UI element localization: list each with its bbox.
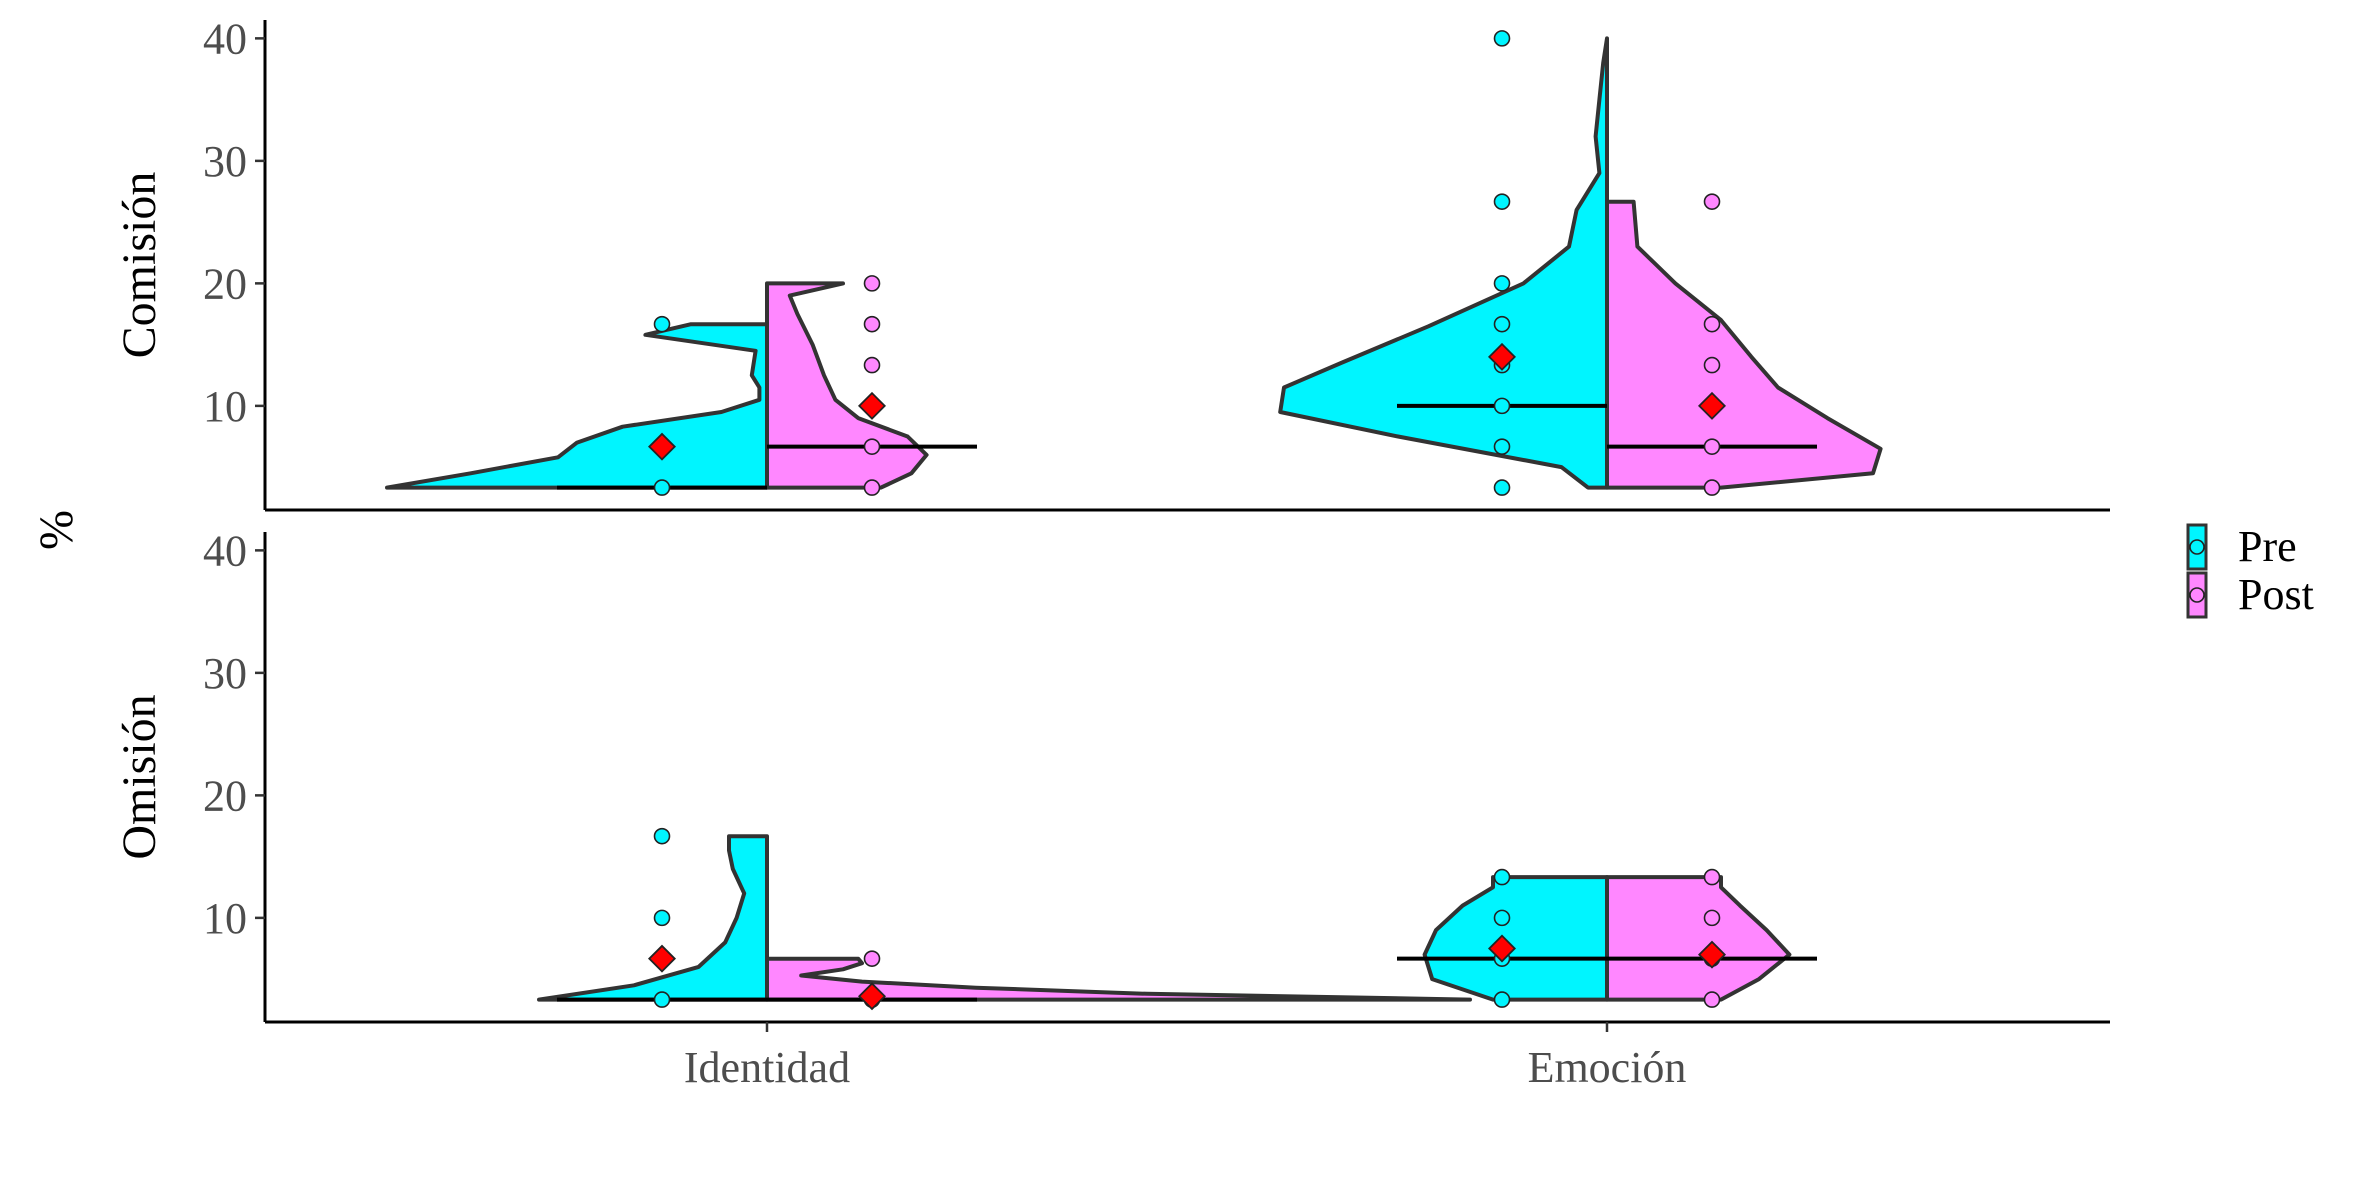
- pre-half-violin: [385, 322, 769, 490]
- y-tick-label: 20: [203, 259, 247, 308]
- legend-point-pre: [2189, 539, 2205, 555]
- post-data-point: [1703, 193, 1721, 210]
- group-identidad: [537, 834, 1472, 1002]
- group-identidad: [385, 281, 929, 490]
- y-axis-title: %: [30, 510, 83, 550]
- group-emoción: [1422, 875, 1792, 1002]
- post-half-violin: [1605, 199, 1883, 490]
- pre-half-violin: [537, 834, 769, 1002]
- post-half-violin: [1605, 875, 1792, 1002]
- overlays: [557, 827, 1817, 1011]
- pre-data-point: [653, 315, 671, 333]
- x-tick-label: Identidad: [684, 1043, 850, 1092]
- pre-data-point: [653, 827, 671, 845]
- panel-1: Comisión 10 20 30 40: [113, 14, 2110, 512]
- post-data-point: [1703, 356, 1721, 374]
- pre-mean-marker: [647, 944, 677, 973]
- panels: Comisión 10 20 30 40 Omisión 10 20 30 40: [113, 14, 2110, 1024]
- pre-mean-marker: [1487, 934, 1517, 963]
- post-half-violin: [765, 956, 1472, 1002]
- y-tick-label: 10: [203, 382, 247, 431]
- pre-data-point: [1493, 30, 1511, 47]
- violins: [537, 834, 1792, 1002]
- pre-data-point: [1493, 909, 1511, 927]
- post-mean-marker: [1697, 940, 1727, 969]
- violins: [385, 36, 1883, 490]
- pre-data-point: [1493, 479, 1511, 496]
- group-emoción: [1278, 36, 1883, 490]
- pre-data-point: [1493, 991, 1511, 1008]
- pre-data-point: [1493, 315, 1511, 333]
- pre-data-point: [1493, 275, 1511, 292]
- post-data-point: [1703, 479, 1721, 496]
- x-axis: Identidad Emoción: [684, 1022, 1687, 1092]
- post-data-point: [863, 275, 881, 292]
- post-mean-marker: [857, 982, 887, 1011]
- y-tick-label: 20: [203, 771, 247, 820]
- x-tick-label: Emoción: [1528, 1043, 1687, 1092]
- post-data-point: [1703, 315, 1721, 333]
- legend-point-post: [2189, 587, 2205, 603]
- y-tick-label: 30: [203, 137, 247, 186]
- post-data-point: [863, 315, 881, 333]
- panel-label: Omisión: [113, 694, 166, 859]
- pre-mean-marker: [1487, 342, 1517, 371]
- pre-data-point: [1493, 438, 1511, 455]
- post-data-point: [863, 479, 881, 496]
- pre-data-point: [653, 909, 671, 927]
- post-data-point: [1703, 868, 1721, 886]
- post-half-violin: [765, 281, 929, 490]
- pre-data-point: [1493, 193, 1511, 210]
- post-data-point: [1703, 909, 1721, 927]
- overlays: [557, 30, 1817, 496]
- pre-data-point: [1493, 868, 1511, 886]
- post-mean-marker: [857, 391, 887, 420]
- pre-data-point: [653, 991, 671, 1008]
- legend-label: Post: [2238, 570, 2314, 619]
- pre-half-violin: [1278, 36, 1609, 490]
- post-data-point: [863, 950, 881, 967]
- post-data-point: [1703, 991, 1721, 1008]
- pre-data-point: [653, 479, 671, 496]
- post-data-point: [863, 438, 881, 455]
- panel-label: Comisión: [113, 172, 166, 359]
- post-mean-marker: [1697, 391, 1727, 420]
- post-data-point: [863, 356, 881, 374]
- pre-data-point: [1493, 397, 1511, 415]
- y-tick-label: 10: [203, 894, 247, 943]
- y-tick-label: 40: [203, 14, 247, 63]
- post-data-point: [1703, 438, 1721, 455]
- y-tick-label: 40: [203, 526, 247, 575]
- panel-2: Omisión 10 20 30 40: [113, 526, 2110, 1024]
- y-tick-label: 30: [203, 649, 247, 698]
- legend-label: Pre: [2238, 522, 2297, 571]
- pre-mean-marker: [647, 432, 677, 461]
- pre-half-violin: [1422, 875, 1609, 1002]
